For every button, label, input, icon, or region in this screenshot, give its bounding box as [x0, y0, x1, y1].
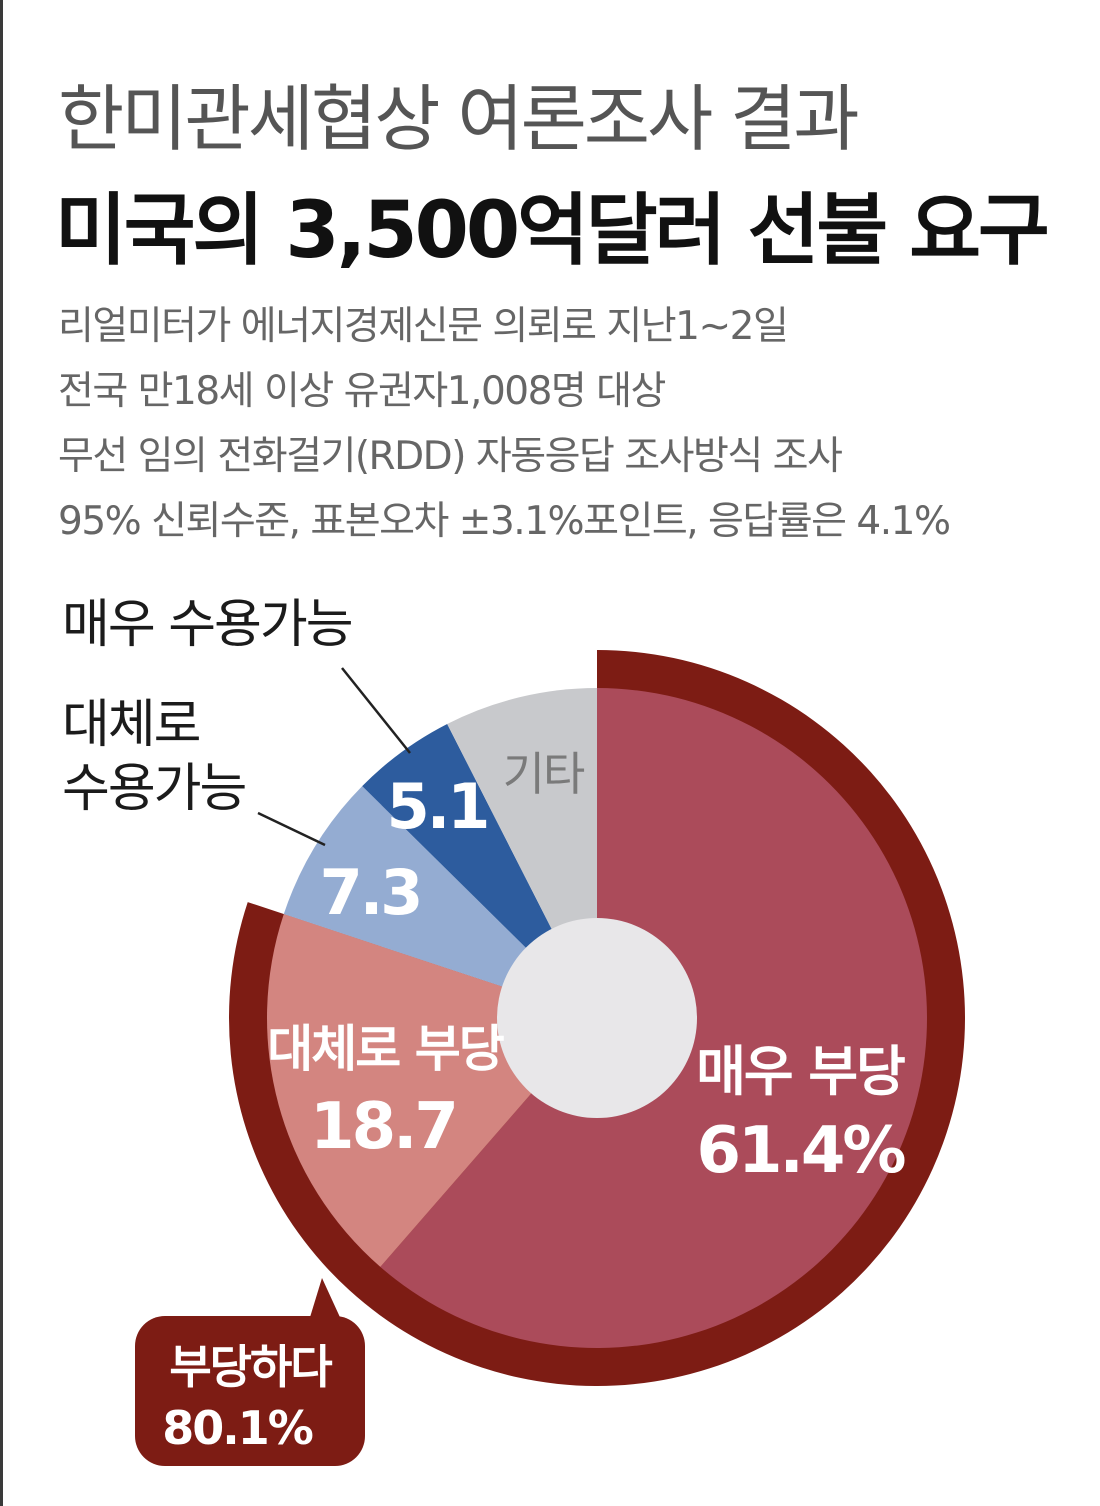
value-very-unfair: 61.4% [696, 1114, 905, 1188]
survey-note: 95% 신뢰수준, 표본오차 ±3.1%포인트, 응답률은 4.1% [58, 499, 951, 544]
value-fairly-unfair: 18.7 [310, 1090, 456, 1164]
leader-line-very-acceptable [341, 667, 411, 754]
callout-very-acceptable: 매우 수용가능 [62, 595, 352, 655]
callout-fairly-acceptable-line1: 대체로 [62, 695, 200, 755]
survey-note: 리얼미터가 에너지경제신문 의뢰로 지난1~2일 [58, 304, 789, 349]
label-very-unfair: 매우 부당 [696, 1040, 905, 1103]
value-fairly-acceptable: 7.3 [320, 856, 421, 929]
left-border [0, 0, 3, 1506]
group-total-value: 80.1% [162, 1401, 312, 1455]
value-very-acceptable: 5.1 [387, 770, 488, 843]
label-fairly-unfair: 대체로 부당 [267, 1020, 504, 1078]
leader-line-fairly-acceptable [257, 811, 326, 847]
donut-hole [497, 918, 697, 1118]
chart-title: 한미관세협상 여론조사 결과 [58, 77, 860, 161]
group-total-bubble [135, 1316, 365, 1466]
label-other: 기타 [503, 747, 585, 801]
survey-note: 전국 만18세 이상 유권자1,008명 대상 [58, 369, 666, 414]
survey-notes: 리얼미터가 에너지경제신문 의뢰로 지난1~2일 전국 만18세 이상 유권자1… [58, 294, 951, 554]
chart-subtitle: 미국의 3,500억달러 선불 요구 [55, 186, 1050, 276]
donut-chart: 매우 수용가능 대체로 수용가능 기타 5.1 7.3 대체로 부당 18.7 … [62, 595, 965, 1466]
group-total-label: 부당하다 [169, 1340, 332, 1394]
survey-note: 무선 임의 전화걸기(RDD) 자동응답 조사방식 조사 [58, 434, 843, 479]
callout-fairly-acceptable-line2: 수용가능 [62, 759, 246, 819]
